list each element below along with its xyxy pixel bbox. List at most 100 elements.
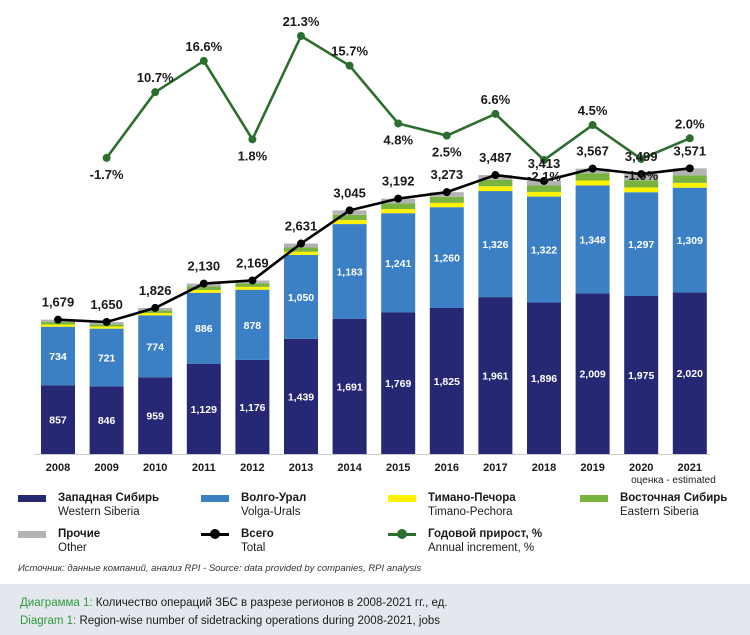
total-polyline bbox=[57, 167, 690, 324]
caption-ru: Диаграмма 1: Количество операций ЗБС в р… bbox=[20, 597, 448, 609]
segment-value-label: 1,896 bbox=[531, 373, 557, 385]
bar-segment bbox=[575, 173, 610, 181]
bar-segment bbox=[575, 293, 610, 454]
total-value-label: 2,169 bbox=[236, 255, 269, 270]
total-point bbox=[491, 171, 500, 180]
legend-label-ru: Тимано-Печора bbox=[428, 492, 516, 504]
x-tick-label: 2020 bbox=[629, 462, 653, 474]
total-value-label: 3,192 bbox=[382, 174, 415, 189]
caption-en: Diagram 1: Region-wise number of sidetra… bbox=[20, 615, 440, 627]
legend: Западная Сибирь Western Siberia Волго-Ура… bbox=[18, 491, 738, 559]
total-point bbox=[540, 176, 548, 185]
legend-label-en: Annual increment, % bbox=[428, 542, 535, 554]
bar-segment bbox=[624, 180, 659, 188]
segment-value-label: 1,975 bbox=[628, 370, 654, 382]
bar-segment bbox=[235, 283, 270, 287]
bar-segment bbox=[138, 377, 173, 454]
increment-point bbox=[151, 88, 160, 97]
legend-swatch bbox=[201, 495, 229, 502]
segment-value-label: 2,009 bbox=[579, 369, 605, 381]
bar-segment bbox=[284, 338, 318, 454]
chart-labels: 857 734 2008 846 721 2009 959 774 2010 1,129 886 20… bbox=[42, 14, 716, 486]
sidetracking-chart: 857 734 2008 846 721 2009 959 774 2010 1,129 886 20… bbox=[34, 14, 716, 486]
increment-value-label: -2.1% bbox=[527, 169, 561, 184]
increment-value-label: 2.0% bbox=[675, 116, 705, 131]
caption-ru-label: Диаграмма 1: bbox=[20, 597, 93, 609]
bar-segment bbox=[89, 326, 124, 329]
legend-line-swatch bbox=[201, 527, 229, 541]
bar-segment bbox=[672, 187, 707, 293]
increment-value-label: 2.5% bbox=[432, 145, 462, 160]
segment-value-label: 1,691 bbox=[336, 381, 362, 393]
legend-label-ru: Волго-Урал bbox=[241, 492, 307, 504]
bar-segment bbox=[332, 214, 367, 221]
legend-label-en: Other bbox=[58, 542, 87, 554]
legend-swatch bbox=[580, 495, 608, 502]
segment-value-label: 1,176 bbox=[239, 402, 265, 414]
total-value-label: 1,650 bbox=[90, 297, 123, 312]
bar-segment bbox=[429, 207, 464, 308]
legend-label-en: Total bbox=[241, 542, 266, 554]
bar-segment bbox=[381, 213, 416, 313]
increment-point bbox=[394, 119, 403, 128]
x-tick-label: 2021 bbox=[678, 462, 702, 474]
total-value-label: 1,826 bbox=[139, 283, 172, 298]
bar-segment bbox=[332, 318, 367, 454]
segment-value-label: 734 bbox=[49, 351, 67, 363]
total-value-label: 2,631 bbox=[285, 219, 318, 234]
bar-segment bbox=[138, 315, 173, 378]
segment-value-label: 886 bbox=[195, 323, 213, 335]
bar-segment bbox=[381, 312, 416, 454]
bar-segment bbox=[527, 185, 561, 192]
legend-label-ru: Годовой прирост, % bbox=[428, 528, 543, 540]
total-value-label: 1,679 bbox=[42, 295, 75, 310]
x-tick-label: 2013 bbox=[289, 462, 313, 474]
bar-segment bbox=[478, 179, 513, 187]
segment-value-label: 1,961 bbox=[482, 371, 508, 383]
increment-value-label: 6.6% bbox=[481, 92, 511, 107]
segment-value-label: 1,348 bbox=[579, 234, 605, 246]
segment-value-label: 1,326 bbox=[482, 239, 508, 251]
bar-segment bbox=[138, 312, 173, 316]
total-point bbox=[345, 206, 354, 215]
total-value-label: 3,571 bbox=[674, 143, 707, 158]
bar-segment bbox=[235, 359, 270, 454]
caption-en-text: Region-wise number of sidetracking opera… bbox=[76, 615, 440, 627]
segment-value-label: 1,322 bbox=[531, 244, 557, 256]
increment-point bbox=[442, 131, 451, 140]
segment-value-label: 878 bbox=[244, 320, 262, 332]
x-tick-label: 2009 bbox=[94, 462, 118, 474]
x-tick-label: 2008 bbox=[46, 462, 70, 474]
segment-value-label: 857 bbox=[49, 415, 67, 427]
x-tick-label: 2011 bbox=[192, 462, 216, 474]
bar-segment bbox=[186, 290, 221, 293]
segment-value-label: 1,297 bbox=[628, 239, 654, 251]
increment-value-label: -1.9% bbox=[624, 168, 658, 183]
total-value-label: 3,567 bbox=[576, 144, 609, 159]
bar-segment bbox=[89, 386, 124, 454]
bar-segment bbox=[89, 328, 124, 387]
bar-segment bbox=[41, 324, 75, 327]
caption-ru-text: Количество операций ЗБС в разрезе регион… bbox=[92, 597, 448, 609]
bar-segment bbox=[429, 202, 464, 208]
segment-value-label: 1,183 bbox=[336, 266, 362, 278]
x-tick-label: 2016 bbox=[435, 462, 459, 474]
caption-en-label: Diagram 1: bbox=[20, 615, 77, 627]
bar-segment bbox=[186, 292, 221, 364]
bar-segment bbox=[284, 247, 318, 252]
segment-value-label: 1,825 bbox=[434, 376, 460, 388]
total-value-label: 3,413 bbox=[528, 156, 561, 171]
increment-value-label: 4.8% bbox=[383, 132, 413, 147]
bar-segment bbox=[624, 296, 659, 454]
increment-point bbox=[540, 156, 548, 165]
bar-segment bbox=[527, 302, 561, 454]
bar-segment bbox=[575, 185, 610, 294]
x-tick-label: 2015 bbox=[386, 462, 410, 474]
x-tick-label: 2012 bbox=[240, 462, 264, 474]
figure-caption: Диаграмма 1: Количество операций ЗБС в р… bbox=[0, 584, 750, 635]
total-value-label: 3,273 bbox=[431, 167, 464, 182]
increment-value-label: 15.7% bbox=[331, 44, 368, 59]
bar-segment bbox=[332, 220, 367, 225]
bar-segment bbox=[527, 191, 561, 197]
total-point bbox=[248, 276, 257, 285]
